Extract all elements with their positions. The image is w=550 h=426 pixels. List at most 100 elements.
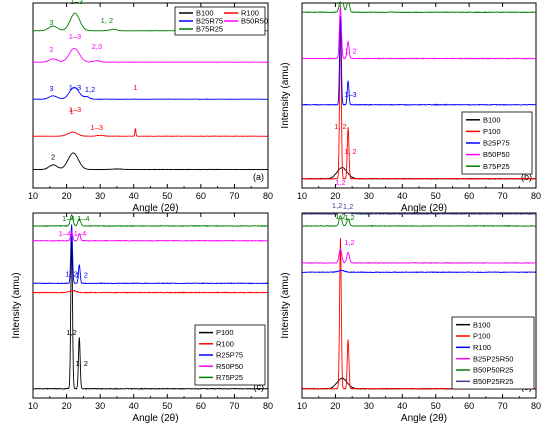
legend-label: B50R50	[241, 17, 268, 26]
legend-label: P100	[483, 127, 501, 136]
peak-annotation: 1, 2	[334, 122, 347, 131]
x-tick-label: 10	[28, 401, 38, 411]
peak-annotation: 1–3	[344, 90, 357, 99]
x-tick-label: 20	[62, 191, 72, 201]
peak-annotation: 1,2	[85, 85, 95, 94]
series-line-R100	[33, 128, 268, 137]
peak-annotation: 2	[49, 45, 53, 54]
x-tick-label: 50	[431, 401, 441, 411]
peak-annotation: 1, 2	[344, 147, 357, 156]
legend-label: P100	[216, 328, 234, 337]
series-line-B25R75	[33, 86, 268, 100]
legend: B100 P100 B25P75 B50P50 B75P25	[461, 111, 533, 175]
legend-label: B75P25	[483, 162, 510, 171]
legend-label: R100	[216, 339, 234, 348]
x-tick-label: 20	[330, 401, 340, 411]
x-tick-label: 20	[330, 191, 340, 201]
chart-panel-d: 10 20 30 40 50 60 70 80 Angle (2θ) Intensity (amu…	[280, 178, 541, 424]
x-tick-label: 60	[464, 191, 474, 201]
peak-annotation: 1,2	[343, 202, 353, 211]
series-line-B75P25	[302, 3, 536, 14]
legend: B100 R100 B25R75 B50R50 B75R25	[174, 6, 268, 36]
series-line-R75P25	[33, 214, 268, 228]
legend-label: R100	[241, 9, 259, 18]
x-tick-label: 60	[196, 191, 206, 201]
peak-annotation: 1, 2	[75, 270, 88, 279]
x-tick-label: 50	[162, 191, 172, 201]
x-tick-label: 70	[498, 191, 508, 201]
legend-label: B25P75	[483, 139, 510, 148]
series-line-B50P25R25	[302, 213, 536, 215]
series-line-B25P75	[302, 16, 536, 107]
x-axis-label: Angle (2θ)	[401, 413, 447, 424]
y-axis-label: Intensity (amu)	[280, 62, 291, 128]
x-tick-label: 80	[531, 401, 541, 411]
series-line-B50P50	[302, 6, 536, 60]
series-line-B50R50	[33, 47, 268, 63]
x-tick-label: 40	[397, 401, 407, 411]
x-tick-label: 10	[297, 401, 307, 411]
chart-panel-b: 10 20 30 40 50 60 70 80 Angle (2θ) Intensity (amu…	[280, 0, 541, 214]
series-line-R25P75	[33, 224, 268, 285]
x-tick-label: 70	[229, 191, 239, 201]
legend-label: B50P50	[483, 150, 510, 159]
legend-label: P100	[473, 332, 491, 341]
legend-label: B100	[483, 115, 501, 124]
x-tick-label: 50	[431, 191, 441, 201]
peak-annotation: 1,2	[332, 201, 342, 210]
x-tick-label: 50	[162, 401, 172, 411]
peak-annotation: 1, 2	[65, 269, 78, 278]
x-tick-label: 30	[95, 401, 105, 411]
x-tick-label: 80	[531, 191, 541, 201]
peak-annotation: 1,2	[344, 213, 354, 222]
peak-annotation: 1–3	[69, 83, 82, 92]
peak-annotation: 1–3	[70, 0, 83, 6]
peak-annotation: 1–4	[59, 229, 72, 238]
legend-label: R50P50	[216, 362, 243, 371]
y-axis-label: Intensity (amu)	[280, 272, 291, 338]
legend-label: B100	[473, 320, 491, 329]
peak-annotation: 1, 2	[75, 359, 88, 368]
series-line-R100	[302, 269, 536, 274]
y-axis-label: Intensity (amu)	[11, 272, 22, 338]
x-tick-label: 40	[129, 401, 139, 411]
legend-box	[451, 316, 535, 390]
x-tick-label: 30	[95, 191, 105, 201]
chart-panel-c: 10 20 30 40 50 60 70 80 Angle (2θ) Intensity (amu…	[11, 212, 273, 424]
series-line-P100	[33, 237, 268, 390]
series-line-B50P50R25	[302, 215, 536, 228]
peak-annotation: 3	[49, 84, 53, 93]
peak-annotation: 1,2	[335, 178, 345, 187]
peak-annotation: 1, 2	[344, 47, 357, 56]
x-tick-label: 80	[263, 191, 273, 201]
series-line-B100	[33, 152, 268, 171]
legend-label: B75R25	[196, 25, 223, 34]
peak-annotation: 2,3	[92, 42, 102, 51]
peak-annotation: 1, 2	[101, 16, 114, 25]
legend: P100 R100 R25P75 R50P50 R75P25	[194, 324, 266, 386]
x-tick-label: 80	[263, 401, 273, 411]
x-tick-label: 30	[364, 401, 374, 411]
panel-label: (a)	[253, 172, 264, 182]
peak-annotation: 1–3	[91, 123, 104, 132]
legend: B100 P100 R100 B25P25R50 B50P50R25 B50P25R25	[451, 316, 535, 390]
legend-label: R75P25	[216, 373, 243, 382]
peak-annotation: 1–3	[69, 105, 82, 114]
series-line-R100	[33, 289, 268, 294]
x-axis-label: Angle (2θ)	[132, 413, 178, 424]
x-tick-label: 40	[397, 191, 407, 201]
panel-label: (b)	[521, 172, 532, 182]
x-tick-label: 20	[62, 401, 72, 411]
x-tick-label: 70	[498, 401, 508, 411]
peak-annotation: 1,2	[344, 238, 354, 247]
series-line-R50P50	[33, 230, 268, 242]
x-axis-label: Angle (2θ)	[132, 203, 178, 214]
legend-label: B100	[196, 9, 214, 18]
peak-annotation: 1	[70, 107, 74, 116]
series-line-B25P25R50	[302, 247, 536, 265]
x-tick-label: 10	[297, 191, 307, 201]
legend-label: R25P75	[216, 351, 243, 360]
peak-annotation: 2	[51, 153, 55, 162]
